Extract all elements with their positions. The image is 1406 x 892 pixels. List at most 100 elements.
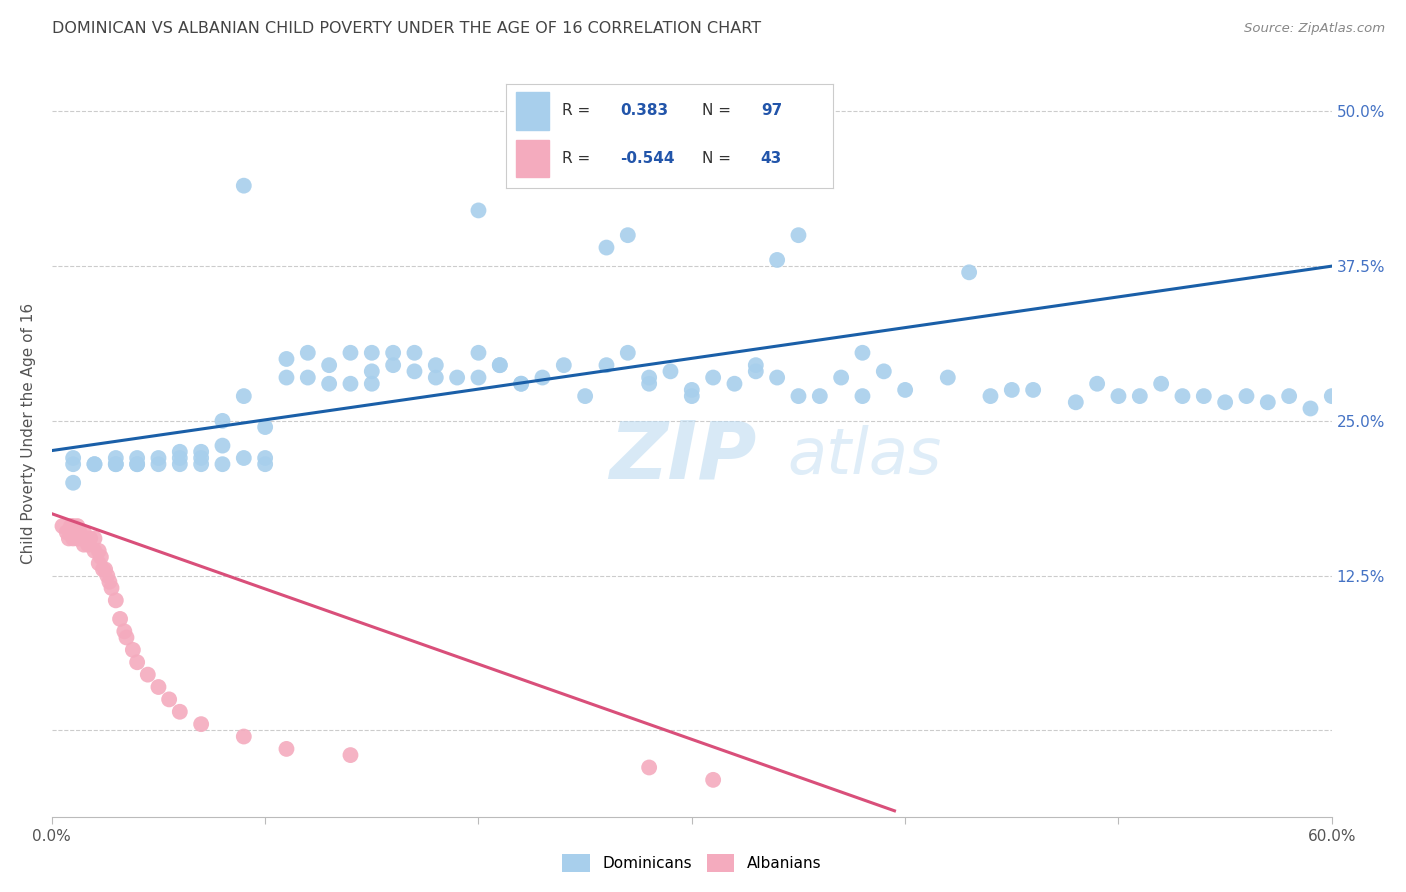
Point [62, 519, 84, 533]
Point [1129, 389, 1152, 403]
Point [104, 457, 127, 471]
Point [148, 680, 170, 694]
Point [617, 228, 640, 243]
Point [62, 475, 84, 490]
Y-axis label: Child Poverty Under the Age of 16: Child Poverty Under the Age of 16 [21, 302, 35, 564]
Point [382, 358, 405, 372]
Point [62, 457, 84, 471]
Point [148, 457, 170, 471]
Point [112, 624, 135, 639]
Point [60, 519, 83, 533]
Point [425, 370, 447, 384]
Point [55, 525, 77, 540]
Point [66, 532, 89, 546]
Point [104, 450, 127, 465]
Point [339, 748, 361, 763]
Point [73, 525, 96, 540]
Point [702, 370, 724, 384]
Point [69, 525, 91, 540]
Point [851, 389, 873, 403]
Point [232, 450, 254, 465]
Point [276, 742, 298, 756]
Point [1278, 389, 1301, 403]
Point [87, 544, 110, 558]
Point [104, 593, 127, 607]
Point [510, 376, 533, 391]
Point [595, 241, 617, 255]
Point [190, 457, 212, 471]
Point [979, 389, 1001, 403]
Point [510, 376, 533, 391]
Point [425, 358, 447, 372]
Point [1064, 395, 1087, 409]
Point [104, 457, 127, 471]
Point [190, 717, 212, 731]
Point [1022, 383, 1045, 397]
Point [83, 544, 105, 558]
Point [745, 358, 768, 372]
Point [787, 228, 810, 243]
Point [232, 178, 254, 193]
Point [254, 420, 277, 434]
Text: DOMINICAN VS ALBANIAN CHILD POVERTY UNDER THE AGE OF 16 CORRELATION CHART: DOMINICAN VS ALBANIAN CHILD POVERTY UNDE… [52, 21, 761, 36]
Point [1236, 389, 1258, 403]
Point [1150, 376, 1173, 391]
Point [553, 358, 575, 372]
Point [254, 450, 277, 465]
Point [360, 364, 382, 378]
Point [723, 376, 745, 391]
Point [873, 364, 896, 378]
Point [148, 450, 170, 465]
Point [638, 760, 661, 774]
Point [318, 376, 340, 391]
Point [169, 445, 191, 459]
Point [404, 364, 426, 378]
Point [787, 389, 810, 403]
Point [766, 252, 789, 267]
Point [297, 370, 319, 384]
Point [531, 370, 554, 384]
Point [808, 389, 831, 403]
Point [467, 203, 489, 218]
Point [851, 345, 873, 359]
Point [957, 265, 980, 279]
Legend: Dominicans, Albanians: Dominicans, Albanians [557, 847, 827, 879]
Point [488, 358, 510, 372]
Point [894, 383, 917, 397]
Point [211, 457, 233, 471]
Point [1085, 376, 1108, 391]
Point [382, 345, 405, 359]
Point [467, 370, 489, 384]
Point [83, 532, 105, 546]
Point [1213, 395, 1236, 409]
Point [339, 376, 361, 391]
Point [681, 389, 703, 403]
Point [73, 532, 96, 546]
Point [79, 532, 101, 546]
Point [169, 705, 191, 719]
Point [108, 612, 131, 626]
Point [136, 667, 159, 681]
Point [169, 450, 191, 465]
Point [1299, 401, 1322, 416]
Text: atlas: atlas [787, 425, 942, 487]
Point [211, 414, 233, 428]
Point [127, 457, 149, 471]
Point [62, 532, 84, 546]
Point [169, 457, 191, 471]
Point [681, 383, 703, 397]
Point [936, 370, 959, 384]
Point [830, 370, 852, 384]
Point [73, 538, 96, 552]
Point [94, 562, 117, 576]
Point [745, 364, 768, 378]
Point [127, 457, 149, 471]
Point [211, 439, 233, 453]
Point [318, 358, 340, 372]
Point [83, 457, 105, 471]
Point [190, 450, 212, 465]
Point [62, 525, 84, 540]
Point [467, 345, 489, 359]
Point [659, 364, 682, 378]
Point [766, 370, 789, 384]
